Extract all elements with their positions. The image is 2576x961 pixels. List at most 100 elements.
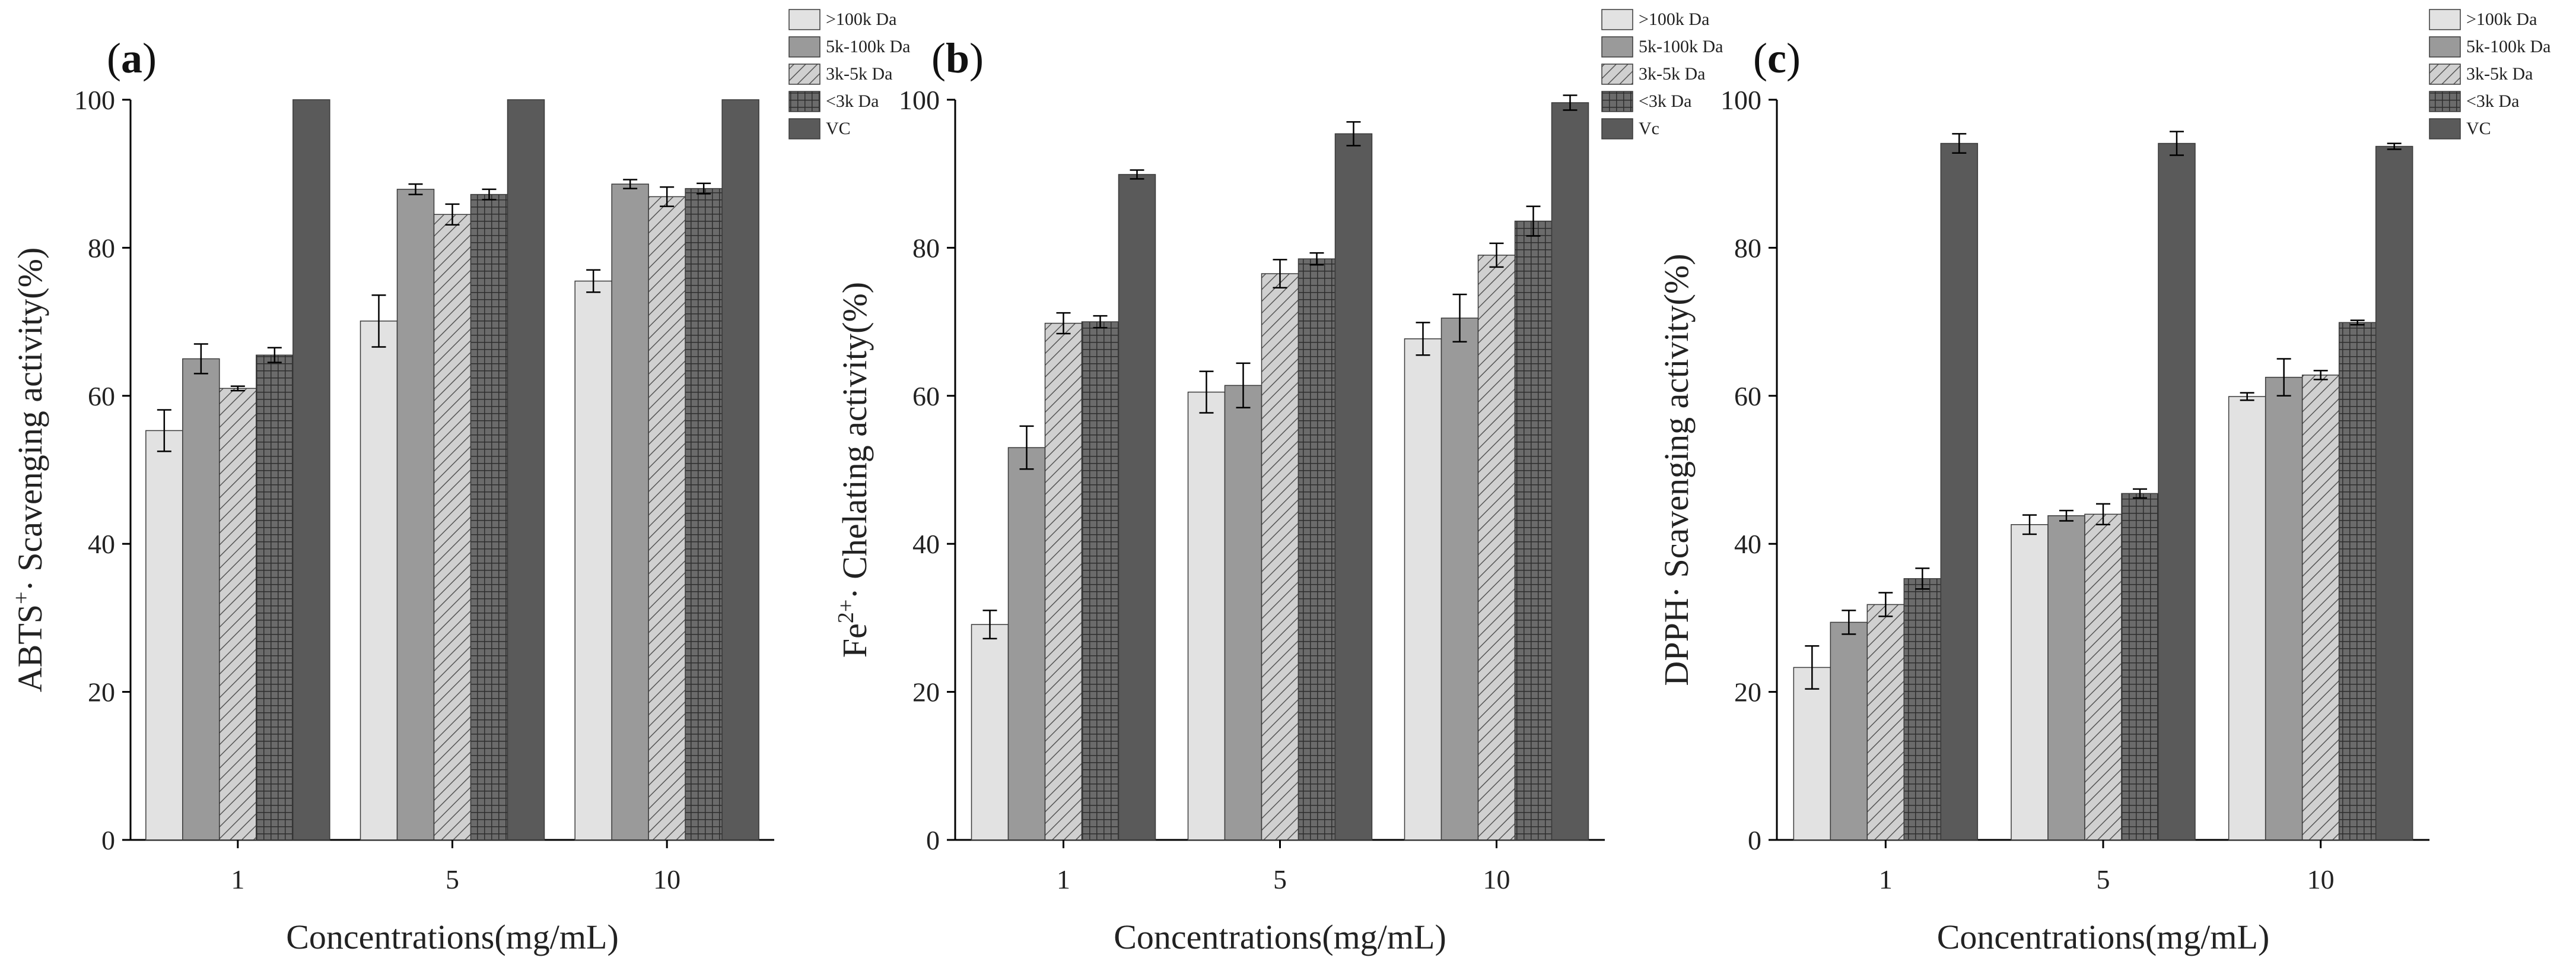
y-tick-label: 40: [88, 529, 115, 559]
legend-swatch: [1601, 36, 1633, 58]
bar-c-s1-c2: [2265, 376, 2303, 841]
bar-a-s4-c2: [721, 99, 759, 841]
bar-a-s0-c0: [145, 430, 183, 841]
bar-a-s2-c1: [433, 214, 472, 841]
legend-label: <3k Da: [826, 91, 879, 111]
bar-b-s0-c1: [1187, 391, 1226, 841]
legend-swatch: [2429, 9, 2461, 30]
x-tick-label: 1: [231, 864, 244, 895]
y-tick-label: 100: [1720, 85, 1761, 115]
bar-c-s2-c1: [2084, 513, 2122, 841]
legend-swatch: [1601, 64, 1633, 85]
y-tick-label: 60: [912, 381, 940, 411]
y-axis-title-rest: · Chelating activity(%): [835, 282, 874, 600]
legend-label: VC: [826, 119, 851, 138]
bar-a-s0-c1: [360, 321, 398, 841]
bar-b-s0-c2: [1404, 338, 1442, 841]
chart-panel-a: 0 20 40 60 80 100 1 5 10 Concentrations(mg/mL) ABT…: [9, 9, 910, 956]
panel-label-letter: b: [946, 34, 969, 82]
panel-label-letter: c: [1767, 34, 1786, 82]
legend-swatch: [2429, 36, 2461, 58]
legend-label: 3k-5k Da: [1639, 64, 1705, 84]
bar-b-s1-c2: [1440, 318, 1479, 841]
panel-label-open-paren: (: [931, 34, 946, 82]
bar-a-s4-c0: [292, 99, 330, 841]
bar-c-s3-c2: [2338, 322, 2377, 841]
x-tick-label: 10: [2307, 864, 2335, 895]
y-axis-title: ABTS+· Scavenging activity(%): [9, 248, 49, 693]
bar-b-s3-c0: [1081, 321, 1120, 841]
panel-label-letter: a: [121, 34, 142, 82]
bar-a-s4-c1: [507, 99, 545, 841]
legend-label: 5k-100k Da: [826, 37, 910, 56]
legend: >100k Da 5k-100k Da 3k-5k Da <3k Da VC: [788, 9, 910, 139]
y-axis-title-rest: · Scavenging activity(%): [11, 248, 49, 592]
panel-label: (a): [107, 34, 157, 82]
y-tick-label: 0: [101, 825, 115, 855]
y-axis-title-main: ABTS: [11, 604, 49, 692]
bar-b-s0-c0: [971, 624, 1009, 841]
legend-swatch: [2429, 64, 2461, 85]
x-tick-label: 5: [1273, 864, 1287, 895]
bar-c-s2-c0: [1866, 604, 1905, 841]
legend-label: 3k-5k Da: [826, 64, 892, 84]
legend-label: 3k-5k Da: [2466, 64, 2533, 84]
bar-c-s4-c1: [2158, 142, 2196, 841]
x-tick-label: 5: [2097, 864, 2110, 895]
bar-b-s2-c2: [1477, 255, 1516, 841]
bar-a-s0-c2: [574, 280, 612, 841]
bar-c-s0-c2: [2228, 396, 2266, 841]
bar-b-s3-c1: [1297, 258, 1336, 841]
bar-b-s1-c0: [1007, 447, 1046, 841]
bar-c-s0-c1: [2011, 524, 2049, 841]
y-tick-label: 0: [1748, 825, 1761, 855]
panel-label-open-paren: (: [1753, 34, 1767, 82]
legend-swatch: [788, 118, 820, 139]
chart-panel-b: 0 20 40 60 80 100 1 5 10 Concentrations(mg/mL) Fe2…: [834, 9, 1723, 956]
bar-c-s3-c0: [1903, 578, 1942, 841]
bar-b-s4-c1: [1334, 133, 1373, 841]
bar-a-s3-c2: [685, 188, 723, 841]
y-tick-label: 0: [926, 825, 940, 855]
y-axis-title-rest: · Scavenging activity(%): [1657, 253, 1696, 598]
y-tick-label: 80: [912, 233, 940, 263]
x-axis-title: Concentrations(mg/mL): [1937, 918, 2270, 956]
y-tick-label: 20: [88, 677, 115, 708]
bar-c-s3-c1: [2121, 493, 2159, 841]
bar-c-s1-c1: [2047, 515, 2085, 841]
y-tick-label: 40: [1734, 529, 1761, 559]
y-tick-label: 60: [88, 381, 115, 411]
y-tick-label: 100: [74, 85, 115, 115]
bar-b-s4-c0: [1118, 174, 1156, 841]
x-tick-label: 1: [1879, 864, 1893, 895]
bar-a-s3-c1: [470, 194, 508, 841]
bar-b-s2-c0: [1044, 322, 1083, 841]
legend-label: >100k Da: [1639, 9, 1709, 29]
bar-c-s2-c2: [2301, 375, 2340, 841]
y-tick-label: 40: [912, 529, 940, 559]
panel-label: (c): [1753, 34, 1801, 82]
panel-label-close-paren: ): [969, 34, 984, 82]
legend-label: >100k Da: [826, 9, 896, 29]
y-tick-label: 100: [899, 85, 940, 115]
panel-label-open-paren: (: [107, 34, 121, 82]
y-axis-title-superscript: +: [9, 592, 34, 604]
legend-swatch: [788, 9, 820, 30]
bar-a-s2-c0: [219, 388, 257, 841]
bar-a-s1-c1: [396, 189, 435, 841]
y-tick-label: 60: [1734, 381, 1761, 411]
legend-swatch: [1601, 118, 1633, 139]
chart-panel-c: 0 20 40 60 80 100 1 5 10 Concentrations(mg/mL) DPP…: [1657, 9, 2550, 956]
y-tick-label: 80: [1734, 233, 1761, 263]
x-tick-label: 5: [446, 864, 459, 895]
legend-label: Vc: [1639, 119, 1659, 138]
legend-label: >100k Da: [2466, 9, 2537, 29]
panel-label-close-paren: ): [1786, 34, 1801, 82]
legend-swatch: [1601, 91, 1633, 112]
legend-label: VC: [2466, 119, 2491, 138]
legend-swatch: [2429, 118, 2461, 139]
y-tick-label: 20: [1734, 677, 1761, 708]
bar-a-s3-c0: [256, 354, 294, 841]
x-axis-title: Concentrations(mg/mL): [1114, 918, 1446, 956]
